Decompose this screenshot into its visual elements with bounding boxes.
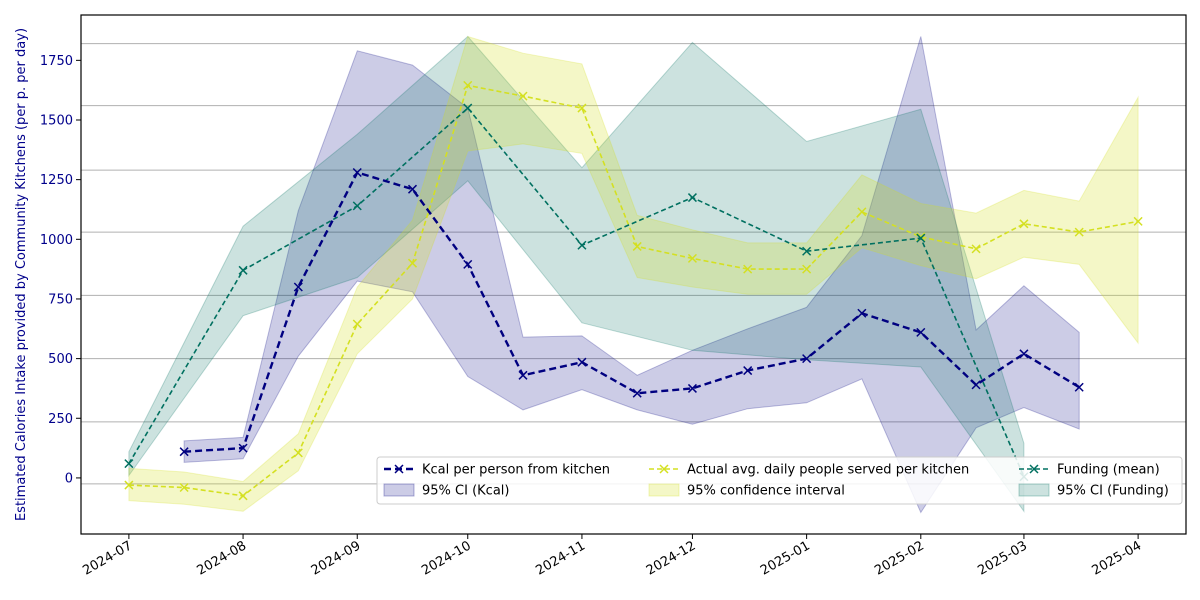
x-tick-label: 2025-01 — [758, 538, 813, 578]
y-tick-label: 1000 — [40, 233, 73, 248]
plot-area-frame — [80, 14, 1187, 535]
data-point — [857, 207, 867, 217]
legend-ci-label: 95% CI (Funding) — [1057, 484, 1169, 499]
data-point — [179, 447, 189, 457]
grid-lines — [81, 43, 1186, 485]
data-point — [407, 258, 418, 268]
legend-ci-entry-2: 95% confidence interval — [648, 483, 845, 499]
data-point — [802, 354, 812, 364]
x-tick-label: 2024-09 — [309, 538, 364, 578]
y-tick-label: 0 — [65, 471, 73, 486]
legend-ci-label: 95% confidence interval — [687, 484, 845, 499]
data-point — [463, 80, 473, 90]
x-axis: 2024-07 2024-08 2024-09 2024-10 2024-11 2024-… — [80, 534, 1144, 579]
legend-entry-1: Kcal per person from kitchen — [384, 463, 610, 478]
data-point — [687, 253, 697, 263]
data-point — [687, 193, 697, 203]
data-point — [293, 282, 303, 292]
y-tick-label: 500 — [48, 352, 73, 367]
y-tick-label: 1250 — [40, 173, 73, 188]
legend-ci-label: 95% CI (Kcal) — [422, 484, 509, 499]
x-tick-label: 2024-07 — [80, 538, 135, 578]
ci-bands — [128, 35, 1139, 514]
data-point — [743, 366, 753, 376]
series-line-1 — [184, 171, 1080, 453]
x-tick-label: 2024-11 — [533, 538, 588, 578]
data-point — [577, 240, 587, 250]
data-point — [179, 482, 189, 492]
series-lines — [124, 80, 1143, 501]
data-point — [971, 244, 981, 254]
data-point — [916, 233, 926, 243]
data-point — [1133, 216, 1143, 226]
data-point — [352, 201, 362, 211]
data-point — [124, 480, 134, 490]
y-tick-label: 250 — [48, 412, 73, 427]
x-tick-label: 2025-02 — [872, 538, 927, 578]
data-point — [293, 448, 303, 458]
data-point — [802, 264, 812, 274]
y-axis-label: Estimated Calories Intake provided by Co… — [14, 28, 29, 521]
data-point — [124, 459, 134, 469]
legend-label: Kcal per person from kitchen — [422, 463, 610, 478]
data-point — [352, 167, 362, 178]
legend-box — [376, 456, 1183, 505]
data-point — [1074, 227, 1084, 237]
x-tick-label: 2025-04 — [1090, 538, 1145, 578]
data-point — [743, 264, 753, 274]
data-point — [1019, 219, 1029, 229]
y-tick-label: 750 — [48, 292, 73, 307]
data-point — [916, 327, 926, 337]
ci-band-1 — [183, 36, 1080, 514]
ci-band-2 — [128, 35, 1139, 512]
data-point — [407, 184, 418, 194]
data-point — [1019, 349, 1029, 359]
x-tick-label: 2024-08 — [195, 538, 250, 578]
data-point — [577, 103, 587, 113]
legend-ci-entry-1: 95% CI (Kcal) — [383, 483, 509, 499]
data-point — [238, 443, 248, 453]
legend-label: Actual avg. daily people served per kitc… — [687, 463, 969, 478]
data-point — [463, 259, 473, 269]
data-point — [971, 380, 981, 390]
data-point — [238, 491, 248, 501]
x-tick-label: 2024-12 — [644, 538, 699, 578]
data-point — [352, 319, 362, 329]
data-point — [518, 91, 528, 101]
data-point — [1074, 382, 1084, 392]
legend-label: Funding (mean) — [1057, 463, 1160, 478]
legend: Kcal per person from kitchen Actual avg. … — [376, 456, 1183, 505]
data-point — [802, 246, 812, 256]
legend-ci-entry-3: 95% CI (Funding) — [1018, 483, 1169, 499]
data-point — [463, 103, 473, 113]
data-point — [632, 388, 642, 398]
data-point — [857, 308, 867, 318]
data-point — [238, 265, 248, 275]
y-tick-label: 1750 — [40, 54, 73, 69]
data-point — [577, 357, 587, 367]
data-point — [632, 241, 642, 251]
x-tick-label: 2024-10 — [419, 538, 474, 578]
data-point — [687, 383, 697, 393]
x-tick-label: 2025-03 — [975, 538, 1030, 578]
legend-entry-3: Funding (mean) — [1019, 463, 1160, 478]
legend-entry-2: Actual avg. daily people served per kitc… — [649, 463, 969, 478]
data-point — [518, 370, 528, 380]
y-tick-label: 1500 — [40, 113, 73, 128]
y-axis: 0 250 500 750 1000 1250 1500 1750 — [40, 54, 81, 486]
ci-band-3 — [128, 35, 1025, 513]
data-point — [916, 232, 926, 242]
